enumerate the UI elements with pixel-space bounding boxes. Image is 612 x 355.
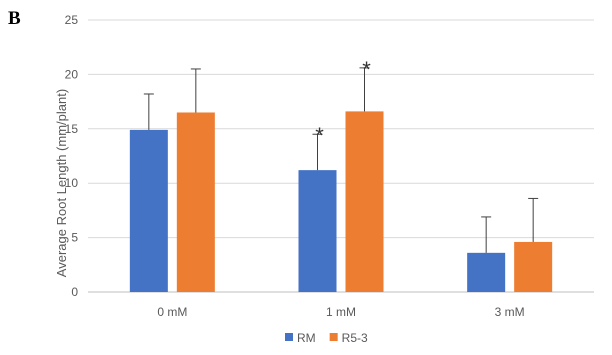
bars	[129, 111, 553, 292]
grid-lines	[88, 19, 594, 293]
legend-label-r5-3: R5-3	[342, 331, 368, 345]
legend-swatch-rm	[285, 333, 293, 341]
bar-rm	[129, 129, 168, 292]
legend: RM R5-3	[285, 331, 368, 345]
significance-asterisk: *	[362, 57, 371, 82]
y-tick-labels: 0 5 10 15 20 25	[65, 13, 79, 299]
x-tick-label: 3 mM	[495, 305, 525, 319]
y-tick-label: 25	[65, 13, 79, 27]
y-tick-label: 0	[71, 285, 78, 299]
significance-asterisk: *	[315, 123, 324, 148]
y-tick-label: 5	[71, 231, 78, 245]
y-tick-label: 20	[65, 67, 79, 81]
y-axis-title: Average Root Length (mm/plant)	[54, 89, 69, 277]
error-bars	[143, 67, 539, 253]
y-tick-label: 10	[65, 176, 79, 190]
legend-label-rm: RM	[297, 331, 316, 345]
x-tick-label: 1 mM	[326, 305, 356, 319]
bar-r5-3	[176, 112, 215, 292]
x-tick-label: 0 mM	[157, 305, 187, 319]
significance-markers: **	[315, 57, 371, 148]
y-tick-label: 15	[65, 122, 79, 136]
bar-rm	[298, 170, 337, 292]
bar-rm	[467, 252, 506, 292]
x-tick-labels: 0 mM 1 mM 3 mM	[157, 305, 524, 319]
bar-r5-3	[514, 241, 553, 292]
bar-r5-3	[345, 111, 384, 292]
legend-swatch-r5-3	[329, 333, 338, 341]
panel-label: B	[8, 8, 21, 29]
